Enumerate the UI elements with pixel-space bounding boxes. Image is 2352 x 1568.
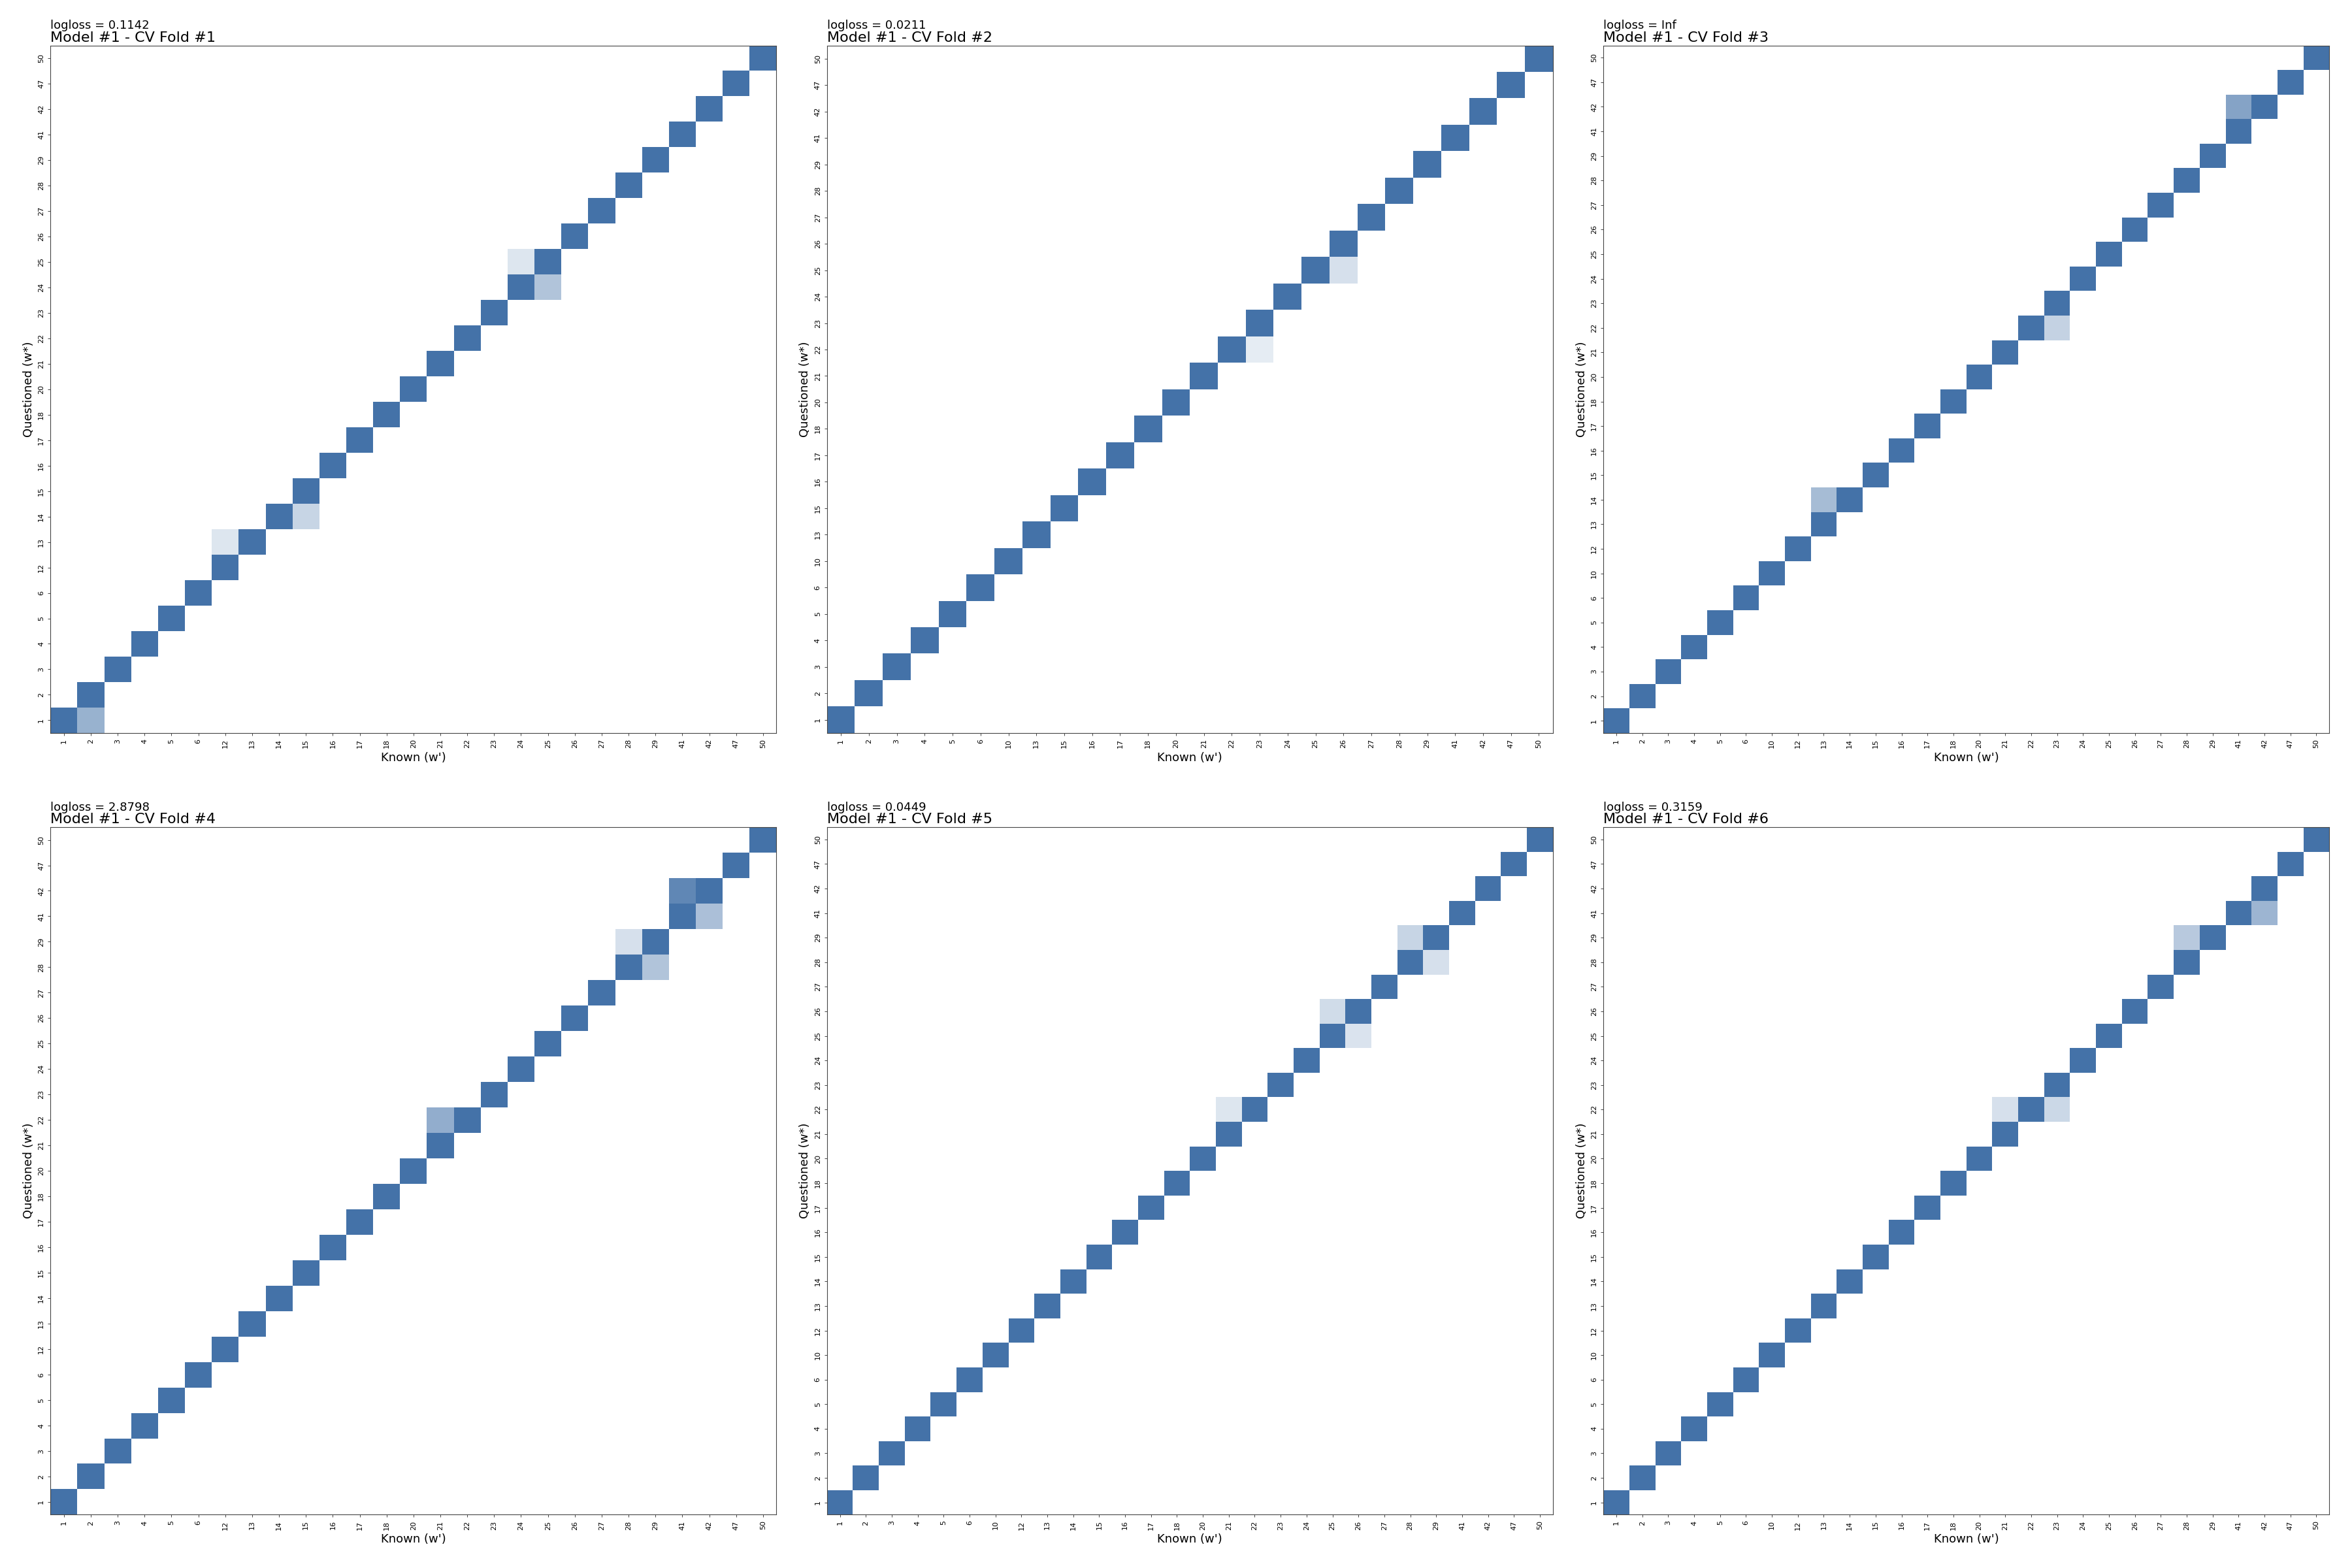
X-axis label: Known (w'): Known (w')	[1933, 751, 1999, 764]
Text: logloss = 0.0449: logloss = 0.0449	[828, 801, 927, 814]
X-axis label: Known (w'): Known (w')	[1157, 1534, 1223, 1546]
Y-axis label: Questioned (w*): Questioned (w*)	[24, 1123, 35, 1218]
Text: logloss = 2.8798: logloss = 2.8798	[49, 801, 151, 814]
Y-axis label: Questioned (w*): Questioned (w*)	[1576, 342, 1588, 437]
X-axis label: Known (w'): Known (w')	[1157, 751, 1223, 764]
X-axis label: Known (w'): Known (w')	[381, 1534, 447, 1546]
Text: Model #1 - CV Fold #6: Model #1 - CV Fold #6	[1604, 814, 1769, 826]
Text: Model #1 - CV Fold #3: Model #1 - CV Fold #3	[1604, 31, 1769, 44]
Y-axis label: Questioned (w*): Questioned (w*)	[800, 342, 811, 437]
Text: Model #1 - CV Fold #4: Model #1 - CV Fold #4	[49, 814, 216, 826]
Text: logloss = 0.1142: logloss = 0.1142	[49, 20, 151, 31]
Text: logloss = Inf: logloss = Inf	[1604, 20, 1677, 31]
Text: logloss = 0.0211: logloss = 0.0211	[828, 20, 927, 31]
X-axis label: Known (w'): Known (w')	[381, 751, 447, 764]
Y-axis label: Questioned (w*): Questioned (w*)	[24, 342, 35, 437]
Text: Model #1 - CV Fold #5: Model #1 - CV Fold #5	[828, 814, 993, 826]
Text: Model #1 - CV Fold #1: Model #1 - CV Fold #1	[49, 31, 216, 44]
X-axis label: Known (w'): Known (w')	[1933, 1534, 1999, 1546]
Text: logloss = 0.3159: logloss = 0.3159	[1604, 801, 1703, 814]
Text: Model #1 - CV Fold #2: Model #1 - CV Fold #2	[828, 31, 993, 44]
Y-axis label: Questioned (w*): Questioned (w*)	[800, 1123, 811, 1218]
Y-axis label: Questioned (w*): Questioned (w*)	[1576, 1123, 1588, 1218]
